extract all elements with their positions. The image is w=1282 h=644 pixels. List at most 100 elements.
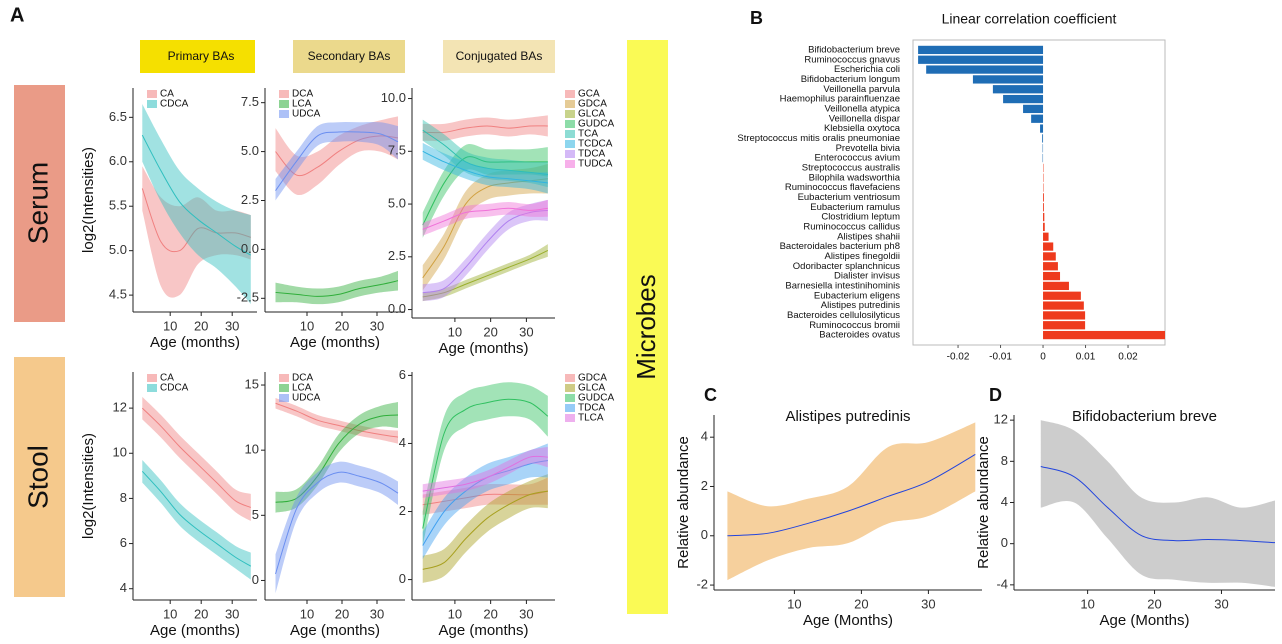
x-axis-label: Age (months)	[150, 334, 240, 351]
category-label: Ruminococcus flavefaciens	[785, 182, 900, 193]
bar	[1043, 212, 1045, 222]
y-tick-label: 15	[245, 376, 259, 391]
side-label: Microbes	[631, 274, 661, 379]
series-line	[422, 156, 548, 226]
y-tick-label: -4	[996, 576, 1008, 591]
series-line	[422, 250, 549, 298]
legend-label: TCDCA	[578, 139, 613, 150]
y-tick-label: 4	[399, 435, 406, 450]
legend-label: DCA	[292, 373, 313, 384]
legend-label: GDCA	[578, 373, 607, 384]
row-label: Serum	[22, 162, 53, 244]
confidence-band	[422, 474, 548, 583]
y-tick-label: 10	[113, 445, 127, 460]
confidence-band	[422, 244, 548, 302]
y-tick-label: 10.0	[381, 90, 406, 105]
y-tick-label: 0	[399, 571, 406, 586]
confidence-band	[422, 199, 548, 302]
legend-swatch	[565, 150, 575, 158]
series-line	[275, 280, 399, 297]
x-tick-label: 10	[1080, 596, 1094, 611]
y-tick-label: 2.5	[388, 248, 406, 263]
y-tick-label: 0.0	[241, 241, 259, 256]
bar	[1043, 252, 1056, 261]
x-tick-label: 10	[300, 318, 314, 333]
side-label-box	[627, 40, 668, 614]
bar	[1043, 291, 1081, 300]
legend-swatch	[147, 100, 157, 108]
legend-swatch	[565, 384, 575, 392]
x-tick-label: 30	[519, 606, 533, 621]
bar	[1043, 311, 1086, 320]
legend-label: UDCA	[292, 109, 321, 120]
legend-swatch	[565, 100, 575, 108]
y-tick-label: 5.0	[388, 195, 406, 210]
x-tick-label: 0	[1040, 352, 1046, 363]
y-tick-label: 8	[120, 490, 127, 505]
bar	[992, 85, 1044, 94]
confidence-band	[275, 116, 398, 196]
category-label: Veillonella dispar	[829, 113, 900, 124]
chart-title: Alistipes putredinis	[785, 408, 910, 425]
confidence-band	[142, 460, 251, 580]
category-label: Alistipes shahii	[837, 231, 900, 242]
series-line	[275, 135, 399, 177]
series-line	[141, 188, 251, 253]
series-line	[422, 150, 548, 184]
category-label: Haemophilus parainfluenzae	[780, 94, 900, 105]
x-tick-label: 20	[194, 606, 208, 621]
y-tick-label: 6	[120, 535, 127, 550]
legend-label: GLCA	[578, 383, 606, 394]
header-box	[293, 40, 405, 73]
legend-label: TCA	[578, 129, 598, 140]
y-tick-label: 4	[120, 580, 127, 595]
x-tick-label: 20	[483, 606, 497, 621]
series-line	[422, 398, 549, 529]
x-tick-label: 20	[483, 324, 497, 339]
category-label: Ruminococcus gnavus	[804, 54, 900, 65]
confidence-band	[142, 104, 251, 304]
category-label: Barnesiella intestinihominis	[785, 280, 900, 291]
y-tick-label: 5	[252, 507, 259, 522]
column-header: Secondary BAs	[308, 49, 391, 63]
y-tick-label: 2.5	[241, 192, 259, 207]
legend-label: GCA	[578, 89, 600, 100]
legend-label: DCA	[292, 89, 313, 100]
y-tick-label: 2	[399, 503, 406, 518]
legend-swatch	[279, 394, 289, 402]
legend-swatch	[565, 120, 575, 128]
legend-label: GUDCA	[578, 119, 614, 130]
y-tick-label: 0	[252, 572, 259, 587]
bar	[1043, 222, 1045, 232]
category-label: Enterococcus avium	[814, 153, 900, 164]
category-label: Bifidobacterium longum	[801, 74, 900, 85]
legend-swatch	[279, 384, 289, 392]
confidence-band	[422, 115, 548, 142]
confidence-band	[422, 477, 548, 515]
bar	[1043, 203, 1044, 212]
category-label: Bacteroides ovatus	[819, 330, 900, 341]
y-tick-label: 6.5	[109, 109, 127, 124]
category-label: Prevotella bivia	[836, 143, 901, 154]
category-label: Odoribacter splanchnicus	[793, 261, 900, 272]
category-label: Ruminococcus callidus	[803, 221, 900, 232]
x-axis-label: Age (months)	[438, 622, 528, 639]
series-line	[422, 490, 548, 570]
x-tick-label: 10	[300, 606, 314, 621]
legend-swatch	[565, 404, 575, 412]
legend-swatch	[279, 90, 289, 98]
category-label: Streptococcus mitis oralis pneumoniae	[737, 133, 900, 144]
confidence-band	[422, 143, 548, 238]
bar	[1043, 321, 1086, 330]
y-axis-label: log2(Intensities)	[80, 433, 97, 539]
series-line	[727, 454, 976, 537]
category-label: Eubacterium ventriosum	[798, 192, 901, 203]
y-tick-label: 4	[701, 429, 708, 444]
x-tick-label: 20	[335, 606, 349, 621]
x-axis-label: Age (months)	[290, 622, 380, 639]
x-axis-label: Age (months)	[438, 340, 528, 357]
legend-swatch	[565, 90, 575, 98]
series-line	[422, 129, 548, 176]
legend-swatch	[147, 90, 157, 98]
